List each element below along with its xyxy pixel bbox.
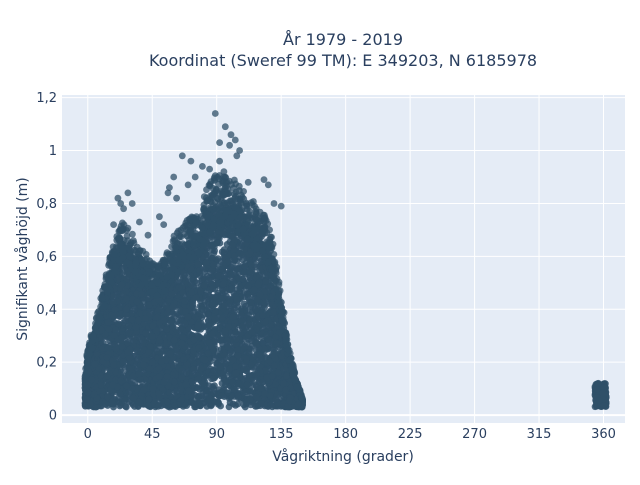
data-point (215, 401, 222, 408)
data-point (224, 337, 231, 344)
data-point (197, 288, 204, 295)
data-point (134, 356, 141, 363)
data-point (245, 283, 252, 290)
data-point (253, 394, 260, 401)
data-point (226, 404, 233, 411)
data-point (105, 345, 112, 352)
data-point (189, 301, 196, 308)
data-point (210, 375, 217, 382)
data-point (178, 367, 185, 374)
data-point (254, 340, 261, 347)
data-point (106, 370, 113, 377)
data-point (106, 326, 113, 333)
data-point (181, 298, 188, 305)
data-point (228, 233, 235, 240)
data-point (211, 390, 218, 397)
data-point (243, 388, 250, 395)
data-point (259, 379, 266, 386)
data-point (130, 373, 137, 380)
data-point (91, 361, 98, 368)
data-point (141, 387, 148, 394)
data-point (228, 286, 235, 293)
data-point (272, 381, 279, 388)
data-point (176, 284, 183, 291)
data-point (142, 330, 149, 337)
data-point (154, 314, 161, 321)
data-point (149, 333, 156, 340)
data-point (220, 261, 227, 268)
data-point (241, 263, 248, 270)
data-point (269, 373, 276, 380)
data-point (240, 366, 247, 373)
data-point (117, 391, 124, 398)
data-point (156, 306, 163, 313)
data-point (263, 332, 270, 339)
data-point (222, 378, 229, 385)
data-point (154, 347, 161, 354)
data-point (258, 401, 265, 408)
data-point (118, 282, 125, 289)
data-point (223, 293, 230, 300)
data-point (111, 362, 118, 369)
data-point (219, 392, 226, 399)
data-point (118, 369, 125, 376)
data-point (173, 346, 180, 353)
data-point (162, 302, 169, 309)
data-point (206, 397, 213, 404)
data-point (209, 331, 216, 338)
data-point (87, 401, 94, 408)
data-point (178, 340, 185, 347)
data-point (195, 332, 202, 339)
data-point (120, 358, 127, 365)
data-point (130, 395, 137, 402)
data-point (104, 393, 111, 400)
data-point (149, 359, 156, 366)
data-point (206, 292, 213, 299)
data-point (233, 370, 240, 377)
data-point (180, 334, 187, 341)
data-point (215, 272, 222, 279)
data-point (236, 284, 243, 291)
data-point (234, 346, 241, 353)
data-point (196, 310, 203, 317)
data-point (190, 366, 197, 373)
data-point (206, 322, 213, 329)
data-point (242, 343, 249, 350)
data-point (198, 365, 205, 372)
data-point (115, 320, 122, 327)
data-point (194, 279, 201, 286)
data-point (179, 374, 186, 381)
data-point (170, 311, 177, 318)
data-point (185, 314, 192, 321)
data-point (219, 249, 226, 256)
data-point (212, 354, 219, 361)
data-point (256, 351, 263, 358)
data-point (204, 387, 211, 394)
data-point (238, 243, 245, 250)
data-point (209, 285, 216, 292)
data-point (246, 274, 253, 281)
data-point (169, 291, 176, 298)
data-point (125, 322, 132, 329)
data-point (232, 363, 239, 370)
data-point (262, 278, 269, 285)
data-point (205, 252, 212, 259)
data-point (220, 230, 227, 237)
data-point (188, 281, 195, 288)
data-point (246, 349, 253, 356)
data-point (195, 261, 202, 268)
data-point (147, 311, 154, 318)
data-point (234, 401, 241, 408)
data-point (206, 339, 213, 346)
data-point (238, 312, 245, 319)
data-point (171, 379, 178, 386)
data-point (166, 389, 173, 396)
data-point (230, 356, 237, 363)
data-point (211, 262, 218, 269)
